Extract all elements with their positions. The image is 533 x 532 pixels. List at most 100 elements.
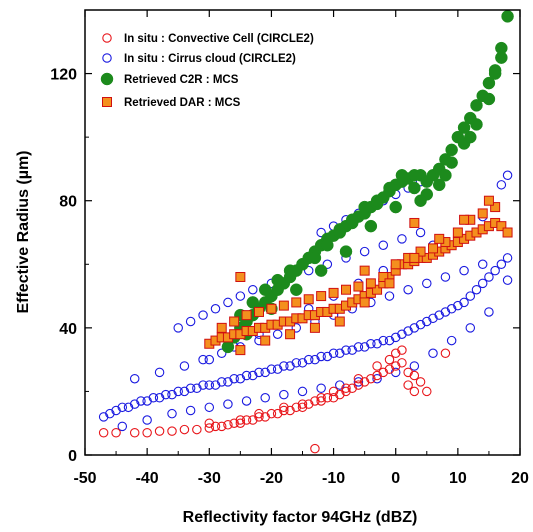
data-point <box>390 348 401 359</box>
data-point <box>303 354 314 365</box>
data-point <box>235 345 246 356</box>
data-point <box>285 405 295 416</box>
data-point <box>359 297 370 308</box>
data-point <box>316 291 327 302</box>
data-point <box>446 335 457 346</box>
data-point <box>129 427 140 438</box>
data-point <box>223 297 233 308</box>
legend-label: In situ : Cirrus cloud (CIRCLE2) <box>124 53 296 65</box>
data-point <box>440 307 451 317</box>
data-point <box>470 99 483 112</box>
data-point <box>328 287 339 298</box>
x-tick-label: 10 <box>449 470 467 487</box>
data-point <box>123 402 134 413</box>
data-point <box>291 297 302 308</box>
data-point <box>370 194 384 207</box>
data-point <box>216 348 227 359</box>
data-point <box>409 386 420 397</box>
data-point <box>372 284 383 295</box>
data-point <box>372 361 382 371</box>
data-point <box>496 180 507 190</box>
data-point <box>366 373 376 384</box>
data-point <box>278 300 289 311</box>
data-point <box>310 396 320 406</box>
data-point <box>335 389 345 400</box>
data-point <box>415 319 426 330</box>
data-point <box>241 396 252 406</box>
y-axis-title: Effective Radius (µm) <box>15 150 32 313</box>
data-point <box>260 335 271 346</box>
data-point <box>198 354 208 365</box>
data-point <box>204 354 215 365</box>
data-point <box>488 67 502 80</box>
data-point <box>179 424 190 435</box>
data-point <box>353 342 364 352</box>
data-point <box>345 213 359 227</box>
data-point <box>490 202 501 213</box>
data-point <box>192 383 202 393</box>
data-point <box>414 194 427 207</box>
data-point <box>142 396 152 406</box>
data-point <box>235 291 246 301</box>
data-point <box>408 181 421 195</box>
data-point <box>347 383 357 393</box>
data-point <box>446 304 457 314</box>
data-point <box>378 335 389 346</box>
data-point <box>502 227 513 238</box>
data-point <box>316 227 326 238</box>
data-point <box>266 303 277 314</box>
data-point <box>303 399 314 409</box>
y-tick-label: 0 <box>68 448 77 465</box>
data-point <box>266 408 277 419</box>
data-point <box>285 329 296 340</box>
data-point <box>309 322 320 333</box>
data-point <box>117 421 128 432</box>
data-point <box>279 389 289 400</box>
data-point <box>341 345 351 355</box>
data-point <box>322 351 333 362</box>
data-point <box>297 402 308 413</box>
data-point <box>285 361 295 371</box>
data-point <box>403 326 413 336</box>
data-point <box>457 121 471 134</box>
data-point <box>117 402 128 413</box>
data-point <box>483 195 494 206</box>
data-point <box>328 393 339 403</box>
data-point <box>223 377 233 387</box>
data-point <box>459 297 469 308</box>
data-point <box>198 380 208 390</box>
data-points <box>98 10 514 454</box>
data-point <box>464 130 477 144</box>
data-point <box>98 427 109 438</box>
series-0 <box>98 345 451 454</box>
data-point <box>210 304 221 314</box>
data-point <box>260 367 270 378</box>
data-point <box>409 370 420 381</box>
data-point <box>161 389 171 400</box>
data-point <box>341 386 351 397</box>
legend-marker <box>102 53 112 63</box>
data-point <box>428 313 438 324</box>
data-point <box>111 427 121 438</box>
data-point <box>154 367 165 378</box>
x-tick-label: 0 <box>391 470 400 487</box>
data-point <box>316 393 326 403</box>
data-point <box>235 418 246 428</box>
y-tick-label: 80 <box>59 194 77 211</box>
legend-marker <box>100 72 114 86</box>
data-point <box>328 386 339 397</box>
data-point <box>198 310 208 320</box>
data-point <box>496 259 507 270</box>
data-point <box>384 354 395 365</box>
data-point <box>310 354 320 365</box>
data-point <box>502 170 513 181</box>
data-point <box>378 272 389 282</box>
x-tick-label: -30 <box>198 470 221 487</box>
data-point <box>440 272 451 282</box>
data-point <box>378 240 389 250</box>
data-point <box>258 283 272 296</box>
data-point <box>322 259 333 270</box>
data-point <box>167 426 177 436</box>
series-3 <box>204 195 513 356</box>
